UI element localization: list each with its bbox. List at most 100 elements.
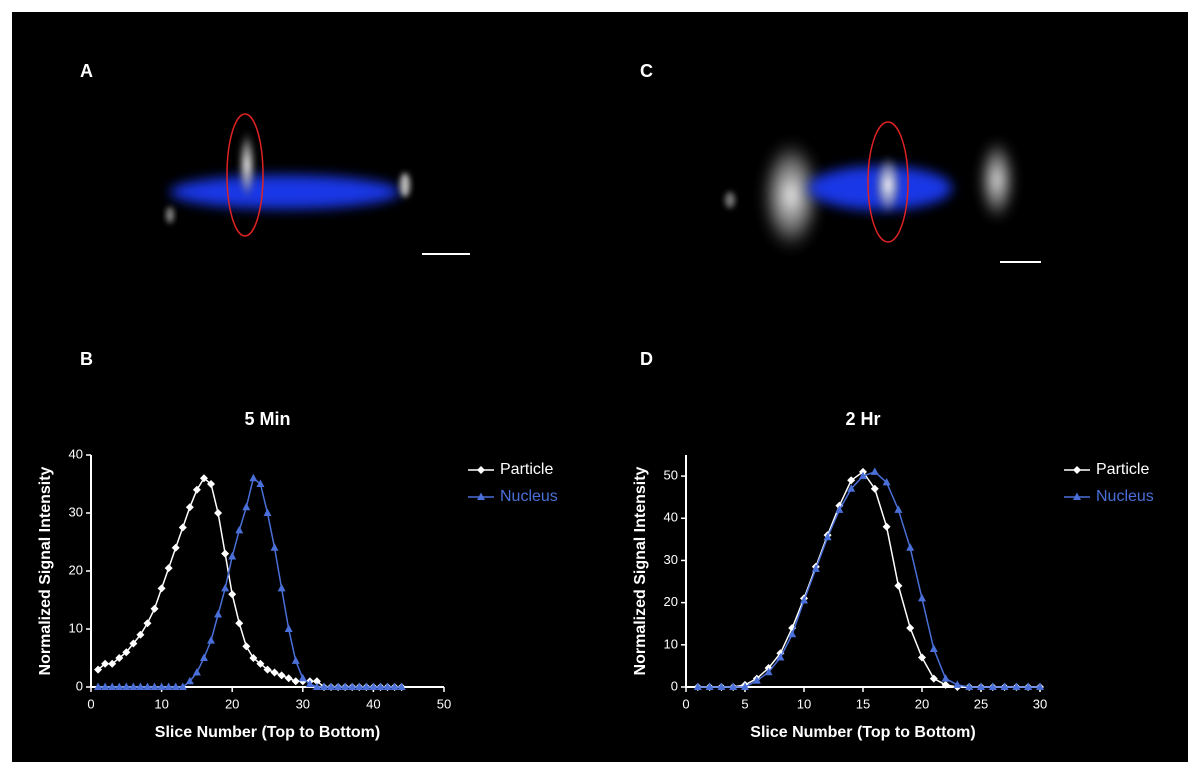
- x-tick-label: 25: [974, 696, 988, 711]
- x-tick-label: 20: [915, 696, 929, 711]
- particle-marker: [941, 680, 950, 689]
- nucleus-marker: [108, 682, 117, 690]
- nucleus-marker: [199, 653, 208, 661]
- legend-label: Nucleus: [500, 488, 558, 505]
- background: [12, 12, 1188, 762]
- particle-marker: [150, 604, 159, 613]
- nucleus-marker: [242, 502, 251, 511]
- nucleus-marker: [207, 636, 216, 644]
- chart-title: 2 Hr: [845, 409, 880, 429]
- nucleus-marker: [800, 596, 808, 604]
- x-tick-label: 0: [682, 696, 689, 711]
- panel-label: A: [80, 61, 93, 81]
- legend-marker: [1073, 492, 1081, 500]
- particle-marker: [870, 484, 879, 493]
- legend-marker: [1073, 466, 1081, 474]
- nucleus-marker: [729, 682, 738, 690]
- nucleus-marker: [150, 682, 159, 690]
- y-tick-label: 40: [664, 510, 678, 525]
- particle-marker: [178, 523, 187, 532]
- particle-marker: [199, 474, 208, 483]
- y-tick-label: 30: [69, 504, 83, 519]
- particle-marker: [101, 659, 110, 668]
- y-tick-label: 0: [76, 678, 83, 693]
- y-axis-label: Normalized Signal Intensity: [37, 466, 54, 675]
- y-tick-label: 20: [69, 562, 83, 577]
- nucleus-marker: [249, 473, 258, 482]
- particle-marker: [164, 564, 173, 573]
- particle-marker: [108, 659, 117, 668]
- nucleus-marker: [319, 682, 328, 690]
- x-tick-label: 5: [741, 696, 748, 711]
- nucleus-marker: [334, 682, 343, 690]
- nucleus-marker: [305, 679, 314, 688]
- particle-marker: [136, 630, 145, 639]
- nucleus-marker: [1000, 682, 1009, 690]
- particle-marker: [906, 623, 915, 632]
- x-tick-label: 30: [296, 696, 310, 711]
- nucleus-marker: [376, 682, 385, 690]
- particle-marker: [847, 476, 856, 485]
- nucleus-marker: [221, 583, 230, 592]
- nucleus-marker: [929, 644, 938, 653]
- legend-label: Particle: [1096, 461, 1149, 478]
- particle-marker: [242, 642, 251, 651]
- particle-marker: [214, 509, 223, 517]
- x-axis-label: Slice Number (Top to Bottom): [155, 724, 380, 741]
- nucleus-marker: [94, 682, 103, 690]
- nucleus-marker: [136, 682, 145, 690]
- nucleus-marker: [397, 682, 406, 690]
- nucleus-marker: [764, 667, 773, 676]
- particle-marker: [270, 668, 279, 677]
- nucleus-marker: [1024, 682, 1033, 690]
- nucleus-marker: [906, 543, 915, 551]
- particle-marker: [235, 619, 244, 628]
- nucleus-marker: [341, 682, 350, 690]
- nucleus-marker: [157, 682, 166, 690]
- particle-marker: [284, 674, 293, 683]
- particle-marker: [894, 581, 903, 590]
- y-tick-label: 40: [69, 446, 83, 461]
- nucleus-marker: [859, 471, 867, 480]
- panel-label: D: [640, 349, 653, 369]
- nucleus-marker: [348, 682, 357, 690]
- micrograph-c: [725, 121, 1041, 263]
- x-tick-label: 20: [225, 696, 239, 711]
- nucleus-marker: [705, 682, 714, 690]
- nucleus-marker: [362, 682, 371, 690]
- particle-marker: [185, 503, 194, 512]
- nucleus-marker: [717, 682, 726, 690]
- y-tick-label: 30: [664, 552, 678, 567]
- nucleus-marker: [228, 552, 237, 560]
- nucleus-marker: [776, 652, 785, 661]
- particle-marker: [263, 665, 272, 674]
- x-tick-label: 40: [366, 696, 380, 711]
- nucleus-marker: [788, 629, 797, 638]
- particle-marker: [171, 543, 180, 552]
- nucleus-marker: [390, 682, 399, 690]
- nucleus-marker: [192, 668, 201, 676]
- y-tick-label: 20: [664, 594, 678, 609]
- particle-marker: [277, 671, 286, 680]
- particle-marker: [115, 654, 124, 662]
- nucleus-marker: [752, 676, 761, 684]
- nucleus-marker: [965, 682, 974, 690]
- particle-marker: [122, 648, 131, 657]
- nucleus-marker: [270, 543, 279, 551]
- y-axis-label: Normalized Signal Intensity: [632, 466, 649, 675]
- nucleus-marker: [1036, 682, 1044, 690]
- particle-marker: [192, 485, 201, 494]
- nucleus-marker: [298, 673, 307, 682]
- nucleus-marker: [178, 682, 187, 690]
- nucleus-marker: [101, 682, 110, 690]
- nucleus-marker: [823, 532, 832, 541]
- y-tick-label: 10: [69, 620, 83, 635]
- particle-marker: [94, 665, 103, 674]
- panel-label: C: [640, 61, 653, 81]
- nucleus-marker: [291, 656, 300, 664]
- particle-marker: [249, 654, 258, 662]
- particle-marker: [207, 480, 216, 488]
- nucleus-marker: [327, 682, 336, 690]
- y-tick-label: 10: [664, 636, 678, 651]
- nucleus-marker: [847, 484, 856, 492]
